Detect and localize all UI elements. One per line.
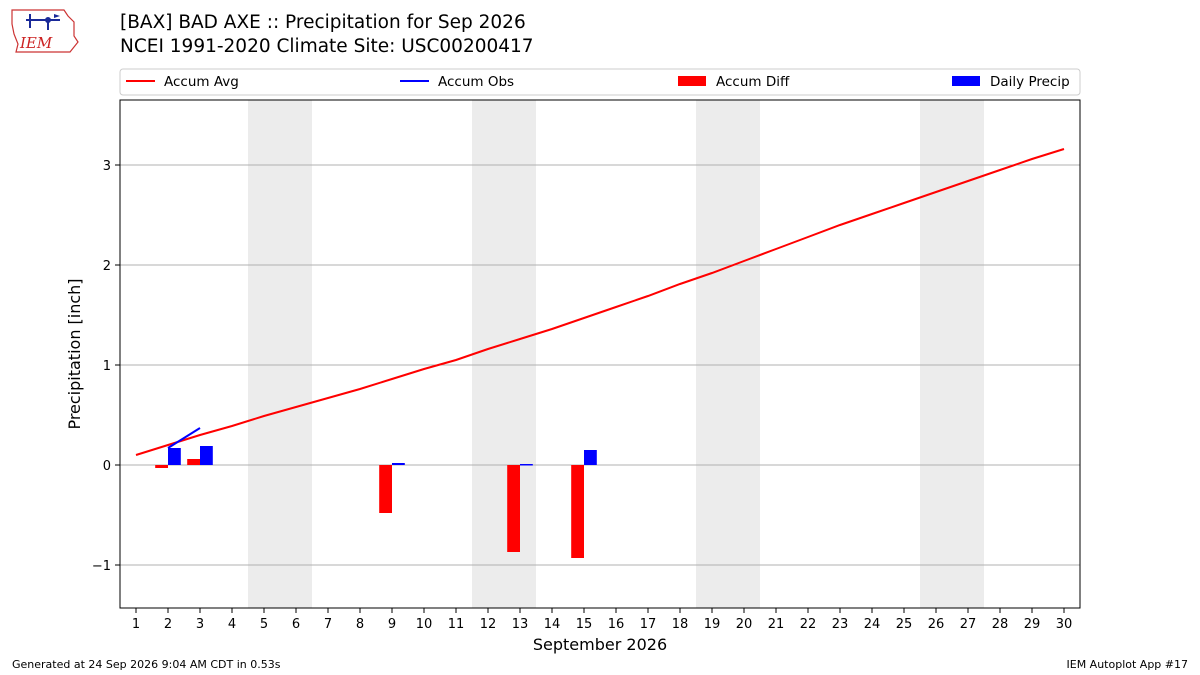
- legend-daily-precip: Daily Precip: [952, 74, 1070, 90]
- daily-precip-bar: [200, 446, 213, 465]
- bars: [155, 446, 597, 558]
- x-tick-label: 29: [1024, 617, 1041, 632]
- legend-label: Accum Diff: [716, 74, 790, 90]
- legend-accum-obs: Accum Obs: [400, 74, 514, 90]
- daily-precip-bar: [392, 463, 405, 465]
- x-tick-label: 19: [704, 617, 721, 632]
- x-tick-label: 2: [164, 617, 172, 632]
- accum-diff-bar: [571, 465, 584, 558]
- x-tick-label: 15: [576, 617, 593, 632]
- x-tick-label: 1: [132, 617, 140, 632]
- x-tick-label: 28: [992, 617, 1009, 632]
- chart-subtitle: NCEI 1991-2020 Climate Site: USC00200417: [120, 36, 534, 57]
- y-tick-label: 3: [103, 159, 111, 174]
- x-tick-label: 16: [608, 617, 625, 632]
- plot-frame: [119, 99, 1081, 609]
- x-tick-label: 23: [832, 617, 849, 632]
- x-tick-label: 18: [672, 617, 689, 632]
- legend-label: Accum Obs: [438, 74, 514, 90]
- x-tick-label: 27: [960, 617, 977, 632]
- x-tick-label: 6: [292, 617, 300, 632]
- accum-avg-line: [135, 148, 1065, 456]
- daily-precip-bar: [168, 448, 181, 465]
- weekend-band: [696, 100, 728, 608]
- x-tick-label: 12: [480, 617, 497, 632]
- accum-diff-bar: [187, 459, 200, 465]
- legend-accum-diff: Accum Diff: [678, 74, 790, 90]
- x-tick-label: 3: [196, 617, 204, 632]
- y-axis-label: Precipitation [inch]: [65, 278, 84, 429]
- legend-label: Daily Precip: [990, 74, 1070, 90]
- footer-generated: Generated at 24 Sep 2026 9:04 AM CDT in …: [12, 658, 281, 671]
- y-tick-label: 1: [103, 359, 111, 374]
- footer-app: IEM Autoplot App #17: [1066, 658, 1189, 671]
- x-tick-label: 9: [388, 617, 396, 632]
- x-axis-label: September 2026: [533, 635, 667, 654]
- legend: Accum Avg Accum Obs Accum Diff Daily Precip: [119, 68, 1081, 96]
- weekend-shading: [248, 100, 984, 608]
- accum-diff-bar: [507, 465, 520, 552]
- daily-precip-bar: [584, 450, 597, 465]
- legend-swatch: [678, 76, 706, 86]
- x-tick-label: 22: [800, 617, 817, 632]
- gridlines: [120, 164, 1080, 566]
- weekend-band: [472, 100, 504, 608]
- accum-diff-bar: [379, 465, 392, 513]
- accum-obs-line: [167, 427, 201, 449]
- weekend-band: [248, 100, 280, 608]
- logo-text: IEM: [19, 34, 53, 52]
- x-tick-label: 7: [324, 617, 332, 632]
- legend-box: [119, 68, 1081, 96]
- x-tick-label: 5: [260, 617, 268, 632]
- weekend-band: [728, 100, 760, 608]
- y-tick-label: 0: [103, 459, 111, 474]
- x-tick-label: 21: [768, 617, 785, 632]
- iem-logo: IEM: [11, 9, 79, 53]
- x-tick-label: 13: [512, 617, 529, 632]
- x-tick-label: 24: [864, 617, 881, 632]
- weekend-band: [920, 100, 952, 608]
- legend-accum-avg: Accum Avg: [126, 74, 239, 90]
- x-tick-label: 26: [928, 617, 945, 632]
- accum-diff-bar: [155, 465, 168, 468]
- x-tick-label: 8: [356, 617, 364, 632]
- x-tick-label: 4: [228, 617, 236, 632]
- legend-label: Accum Avg: [164, 74, 239, 90]
- x-tick-label: 17: [640, 617, 657, 632]
- daily-precip-bar: [520, 464, 533, 466]
- legend-swatch: [952, 76, 980, 86]
- y-tick-label: −1: [92, 559, 111, 574]
- x-tick-label: 20: [736, 617, 753, 632]
- y-axis-ticks: −1 0 1 2 3: [92, 159, 120, 574]
- x-tick-label: 10: [416, 617, 433, 632]
- x-tick-label: 14: [544, 617, 561, 632]
- x-tick-label: 30: [1056, 617, 1073, 632]
- x-tick-label: 25: [896, 617, 913, 632]
- x-axis-ticks: 1 2 3 4 5 6 7 8 9 10 11 12 13 14 15 16 17 18 19 20 21 22 23 24 2…: [132, 608, 1072, 632]
- y-tick-label: 2: [103, 259, 111, 274]
- chart-title: [BAX] BAD AXE :: Precipitation for Sep 2…: [120, 12, 526, 33]
- weekend-band: [280, 100, 312, 608]
- lines: [135, 148, 1065, 456]
- x-tick-label: 11: [448, 617, 465, 632]
